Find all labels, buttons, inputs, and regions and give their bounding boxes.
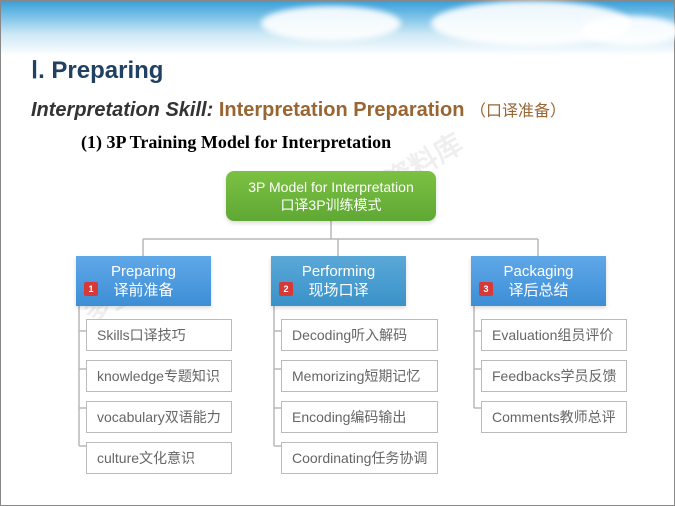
tree-diagram: 3P Model for Interpretation 口译3P训练模式 1 P…	[31, 171, 644, 471]
branch-packaging: 3 Packaging 译后总结	[471, 256, 606, 306]
leaves-performing: Decoding听入解码 Memorizing短期记忆 Encoding编码输出…	[281, 319, 438, 483]
branch-title: Preparing	[76, 262, 211, 281]
leaf-node: Comments教师总评	[481, 401, 627, 433]
root-node: 3P Model for Interpretation 口译3P训练模式	[226, 171, 436, 221]
branch-number: 1	[84, 282, 98, 296]
leaf-node: Feedbacks学员反馈	[481, 360, 627, 392]
root-line2: 口译3P训练模式	[226, 196, 436, 214]
branch-number: 2	[279, 282, 293, 296]
branch-performing: 2 Performing 现场口译	[271, 256, 406, 306]
subtitle-topic: Interpretation Preparation	[219, 99, 465, 121]
leaf-node: Evaluation组员评价	[481, 319, 627, 351]
leaf-node: Coordinating任务协调	[281, 442, 438, 474]
leaves-preparing: Skills口译技巧 knowledge专题知识 vocabulary双语能力 …	[86, 319, 232, 483]
branch-preparing: 1 Preparing 译前准备	[76, 256, 211, 306]
leaf-node: culture文化意识	[86, 442, 232, 474]
leaves-packaging: Evaluation组员评价 Feedbacks学员反馈 Comments教师总…	[481, 319, 627, 442]
subtitle-paren: （口译准备）	[470, 103, 566, 120]
leaf-node: knowledge专题知识	[86, 360, 232, 392]
subtitle: Interpretation Skill: Interpretation Pre…	[31, 97, 644, 122]
leaf-node: vocabulary双语能力	[86, 401, 232, 433]
section-heading: (1) 3P Training Model for Interpretation	[81, 132, 644, 153]
leaf-node: Skills口译技巧	[86, 319, 232, 351]
leaf-node: Encoding编码输出	[281, 401, 438, 433]
leaf-node: Memorizing短期记忆	[281, 360, 438, 392]
root-line1: 3P Model for Interpretation	[226, 178, 436, 196]
branch-number: 3	[479, 282, 493, 296]
page-title: Ⅰ. Preparing	[31, 56, 644, 85]
subtitle-label: Interpretation Skill:	[31, 99, 213, 121]
branch-title: Packaging	[471, 262, 606, 281]
leaf-node: Decoding听入解码	[281, 319, 438, 351]
branch-title: Performing	[271, 262, 406, 281]
slide-content: Ⅰ. Preparing Interpretation Skill: Inter…	[1, 46, 674, 505]
